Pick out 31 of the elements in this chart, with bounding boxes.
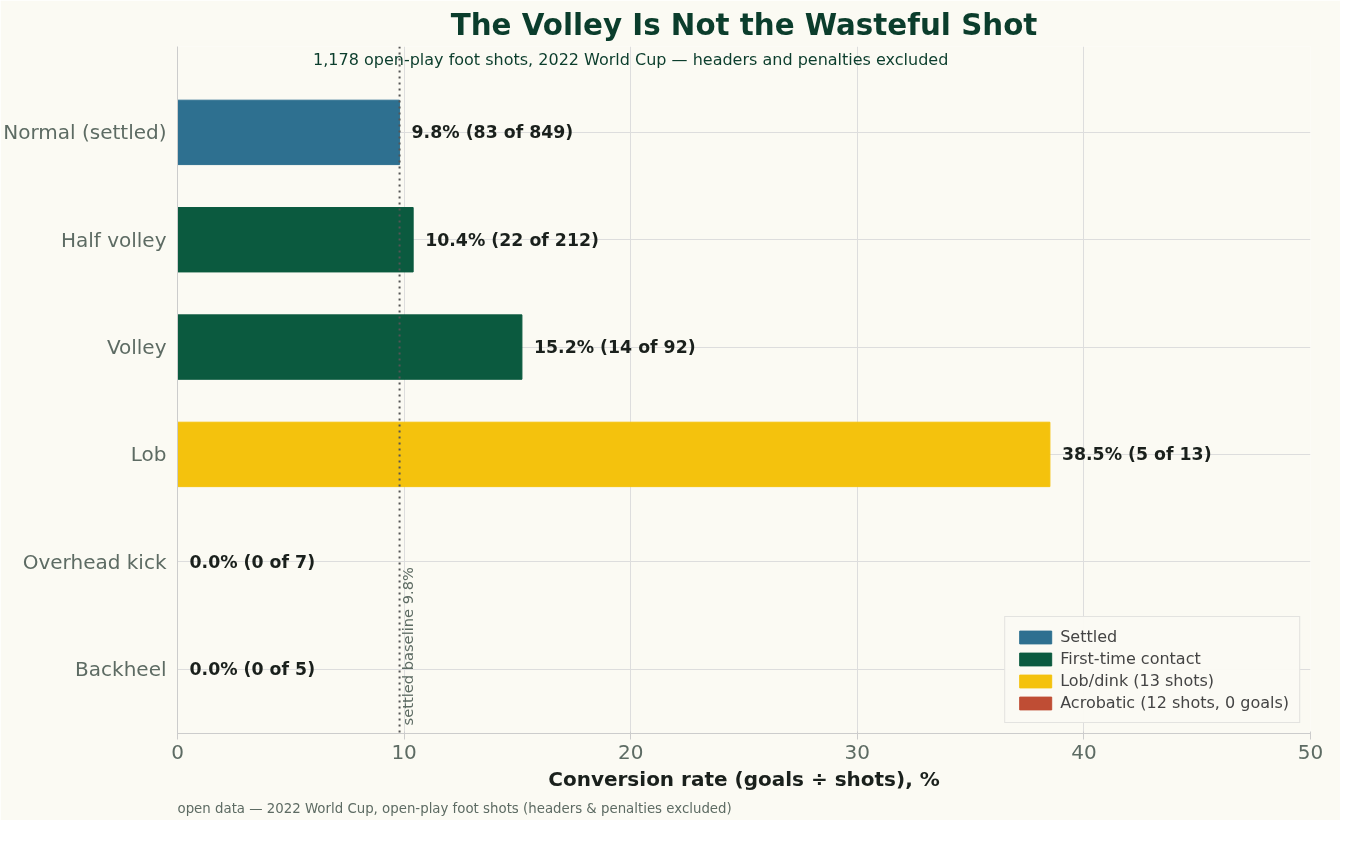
legend-label: First-time contact <box>1060 649 1201 668</box>
bar <box>177 421 1051 488</box>
x-tick-label: 30 <box>844 739 871 764</box>
x-tick-label: 10 <box>391 739 417 764</box>
y-tick-label: Normal (settled) <box>3 120 167 145</box>
bar <box>177 99 401 166</box>
y-tick-label: Backheel <box>75 657 167 682</box>
chart-title: The Volley Is Not the Wasteful Shot <box>450 7 1038 42</box>
x-tick-label: 40 <box>1071 739 1097 764</box>
y-tick-label: Volley <box>106 335 167 360</box>
x-tick-label: 50 <box>1297 739 1324 764</box>
text: 0.0% (0 of 7) <box>189 551 316 572</box>
ref-line-label: settled baseline 9.8% <box>398 566 416 726</box>
text: 38.5% (5 of 13) <box>1061 444 1212 465</box>
text: open data — 2022 World Cup, open-play foot shots (headers & penalties excluded) <box>177 800 732 816</box>
text: 9.8% (83 of 849) <box>411 122 574 143</box>
x-tick-label: 20 <box>617 739 644 764</box>
text: 15.2% (14 of 92) <box>533 337 696 358</box>
y-tick-label: Lob <box>130 442 167 467</box>
x-axis-title: Conversion rate (goals ÷ shots), % <box>548 766 940 791</box>
text: 10.4% (22 of 212) <box>425 229 599 250</box>
bar <box>177 207 414 273</box>
y-tick-label: Half volley <box>60 227 167 252</box>
chart-subtitle: 1,178 open-play foot shots, 2022 World Cup — headers and penalties excluded <box>313 49 949 69</box>
text: 0.0% (0 of 5) <box>189 659 316 680</box>
legend-label: Lob/dink (13 shots) <box>1060 671 1215 690</box>
bar <box>177 314 523 380</box>
y-tick-label: Overhead kick <box>22 549 167 574</box>
legend-label: Acrobatic (12 shots, 0 goals) <box>1060 693 1289 712</box>
x-tick-label: 0 <box>171 739 184 764</box>
legend-label: Settled <box>1060 627 1118 646</box>
